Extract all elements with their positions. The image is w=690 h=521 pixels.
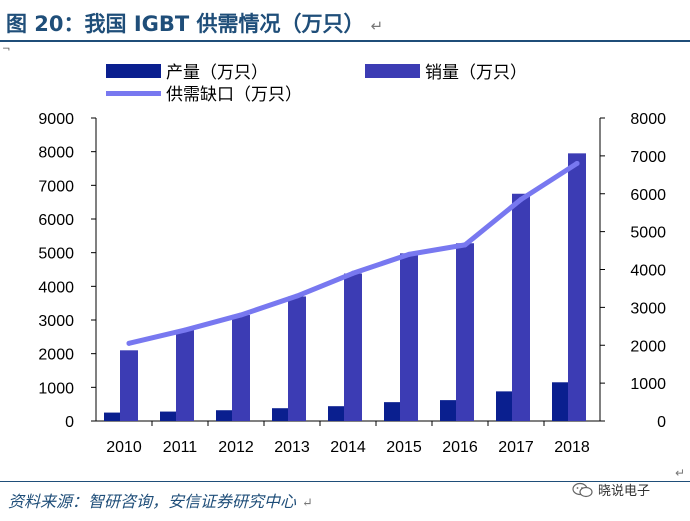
bar-production (440, 400, 458, 421)
right-tick-label: 7000 (630, 149, 666, 166)
x-tick-label: 2010 (106, 439, 142, 456)
right-tick-label: 5000 (630, 225, 666, 242)
bar-production (552, 382, 570, 421)
left-tick-label: 9000 (38, 111, 74, 128)
gap-point (238, 312, 244, 318)
gap-point (574, 160, 580, 166)
source-rule (0, 481, 690, 482)
bar-sales (512, 193, 530, 421)
x-tick-label: 2012 (218, 439, 254, 456)
title-rule (0, 40, 690, 42)
legend-label-production: 产量（万只） (166, 63, 268, 83)
legend-swatch-gap (106, 91, 161, 96)
bar-sales (288, 296, 306, 421)
bar-production (272, 408, 290, 421)
gap-point (406, 251, 412, 257)
bar-sales (120, 350, 138, 421)
left-tick-label: 3000 (38, 313, 74, 330)
watermark: 晓说电子 (572, 480, 650, 499)
x-tick-label: 2018 (554, 439, 590, 456)
gap-point (350, 270, 356, 276)
bar-sales (568, 153, 586, 421)
right-tick-label: 6000 (630, 187, 666, 204)
x-tick-label: 2017 (498, 439, 534, 456)
source-text: 资料来源：智研咨询，安信证券研究中心 (8, 492, 297, 511)
bar-production (216, 410, 234, 421)
left-axis: 0 1000 2000 3000 4000 5000 6000 7000 8000 9000 (38, 111, 96, 431)
gap-point (126, 340, 132, 346)
figure-label: 图 20： (6, 12, 85, 36)
x-tick-label: 2014 (330, 439, 366, 456)
chart: 产量（万只） 销量（万只） 供需缺口（万只） 0 1000 2000 3000 4000… (38, 63, 666, 456)
left-tick-label: 7000 (38, 178, 74, 195)
corner-mark: ¬ (2, 44, 11, 55)
right-tick-label: 0 (657, 414, 666, 431)
legend-label-gap: 供需缺口（万只） (166, 85, 302, 105)
left-tick-label: 6000 (38, 212, 74, 229)
bar-sales (456, 243, 474, 421)
x-tick-label: 2013 (274, 439, 310, 456)
bar-sales (176, 330, 194, 421)
left-tick-label: 8000 (38, 145, 74, 162)
figure-title: 图 20：我国 IGBT 供需情况（万只） ↵ (6, 8, 383, 38)
bar-sales (232, 314, 250, 421)
gap-point (518, 196, 524, 202)
right-tick-label: 4000 (630, 263, 666, 280)
gap-point (182, 327, 188, 333)
left-tick-label: 2000 (38, 347, 74, 364)
source-note: 资料来源：智研咨询，安信证券研究中心 ↵ (8, 488, 313, 512)
bar-production (160, 411, 178, 421)
legend-swatch-sales (365, 64, 420, 78)
left-tick-label: 0 (65, 414, 74, 431)
right-tick-label: 3000 (630, 300, 666, 317)
left-tick-label: 1000 (38, 380, 74, 397)
left-tick-label: 5000 (38, 246, 74, 263)
bar-production (328, 406, 346, 421)
corner-mark-right: ↵ (675, 466, 686, 480)
left-tick-label: 4000 (38, 279, 74, 296)
gap-point (462, 242, 468, 248)
legend-label-sales: 销量（万只） (425, 63, 527, 83)
x-tick-label: 2011 (163, 439, 198, 456)
wechat-icon (572, 482, 593, 497)
right-tick-label: 2000 (630, 338, 666, 355)
right-axis: 0 1000 2000 3000 4000 5000 6000 7000 8000 (600, 111, 666, 431)
legend: 产量（万只） 销量（万只） 供需缺口（万只） (106, 63, 527, 105)
return-mark: ↵ (370, 17, 384, 35)
bar-production (104, 412, 122, 421)
gap-point (294, 293, 300, 299)
gap-line-series (126, 160, 580, 346)
x-tick-label: 2016 (442, 439, 478, 456)
right-tick-label: 1000 (630, 376, 666, 393)
bar-production (384, 402, 402, 421)
watermark-text: 晓说电子 (598, 484, 651, 499)
bar-sales (344, 273, 362, 421)
x-axis: 2010 2011 2012 2013 2014 2015 2016 2017 2018 (106, 421, 590, 456)
source-return-mark: ↵ (302, 496, 313, 511)
right-tick-label: 8000 (630, 111, 666, 128)
bar-sales (400, 253, 418, 421)
bars (104, 153, 586, 421)
chart-title: 我国 IGBT 供需情况（万只） (84, 12, 365, 36)
bar-production (496, 391, 514, 421)
legend-swatch-production (106, 64, 161, 78)
x-tick-label: 2015 (386, 439, 422, 456)
